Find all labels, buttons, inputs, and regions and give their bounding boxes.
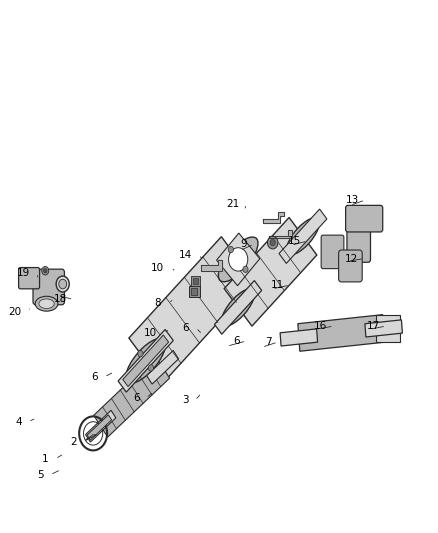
FancyBboxPatch shape: [33, 269, 64, 305]
FancyBboxPatch shape: [321, 235, 344, 269]
Ellipse shape: [218, 237, 258, 282]
Text: 5: 5: [37, 470, 43, 480]
Polygon shape: [269, 230, 292, 238]
Text: 10: 10: [144, 328, 157, 338]
Text: 11: 11: [270, 280, 284, 290]
Text: 1: 1: [42, 454, 49, 464]
Text: 9: 9: [241, 239, 247, 249]
Circle shape: [270, 239, 276, 246]
Polygon shape: [376, 315, 400, 342]
Text: 13: 13: [346, 195, 359, 205]
Text: 8: 8: [155, 297, 161, 308]
Text: 18: 18: [54, 294, 67, 304]
Text: 16: 16: [314, 321, 327, 331]
Circle shape: [268, 236, 278, 249]
Text: 21: 21: [227, 199, 240, 209]
Polygon shape: [129, 237, 255, 384]
Text: 6: 6: [133, 393, 140, 403]
Ellipse shape: [286, 218, 319, 255]
Circle shape: [42, 266, 49, 275]
Text: 12: 12: [345, 254, 358, 263]
Text: 4: 4: [15, 417, 21, 427]
Circle shape: [148, 365, 154, 371]
Text: 3: 3: [182, 395, 188, 406]
Text: 10: 10: [151, 263, 164, 272]
Text: 17: 17: [367, 321, 380, 331]
Polygon shape: [193, 278, 198, 284]
Text: 7: 7: [265, 337, 272, 347]
Circle shape: [43, 269, 47, 273]
Polygon shape: [215, 280, 261, 334]
Ellipse shape: [56, 276, 69, 292]
Ellipse shape: [39, 299, 54, 309]
Polygon shape: [191, 288, 198, 295]
Polygon shape: [224, 217, 317, 326]
Polygon shape: [263, 212, 285, 223]
Circle shape: [243, 266, 248, 272]
Polygon shape: [216, 233, 260, 286]
Polygon shape: [191, 276, 200, 286]
Polygon shape: [94, 357, 170, 437]
Polygon shape: [189, 286, 200, 297]
Polygon shape: [123, 335, 169, 386]
FancyBboxPatch shape: [18, 268, 39, 289]
Polygon shape: [147, 351, 179, 384]
FancyBboxPatch shape: [339, 250, 362, 282]
Polygon shape: [87, 415, 112, 440]
Polygon shape: [85, 410, 116, 442]
Polygon shape: [118, 329, 173, 392]
Circle shape: [228, 246, 233, 253]
Polygon shape: [280, 329, 318, 346]
Ellipse shape: [59, 279, 67, 289]
FancyBboxPatch shape: [347, 221, 371, 262]
Text: 6: 6: [233, 336, 240, 346]
Polygon shape: [86, 435, 96, 440]
Text: 2: 2: [71, 437, 77, 447]
FancyBboxPatch shape: [346, 205, 383, 232]
Polygon shape: [279, 209, 327, 263]
Circle shape: [229, 248, 248, 271]
Ellipse shape: [35, 296, 58, 311]
Polygon shape: [201, 260, 223, 271]
Text: 20: 20: [8, 306, 21, 317]
Text: 6: 6: [91, 372, 98, 382]
Text: 6: 6: [183, 322, 189, 333]
Circle shape: [138, 351, 143, 357]
Ellipse shape: [126, 338, 166, 383]
Text: 14: 14: [179, 250, 192, 260]
Polygon shape: [365, 320, 403, 337]
Text: 15: 15: [288, 236, 301, 246]
Text: 19: 19: [17, 268, 30, 278]
Ellipse shape: [222, 289, 254, 326]
Polygon shape: [298, 314, 385, 351]
